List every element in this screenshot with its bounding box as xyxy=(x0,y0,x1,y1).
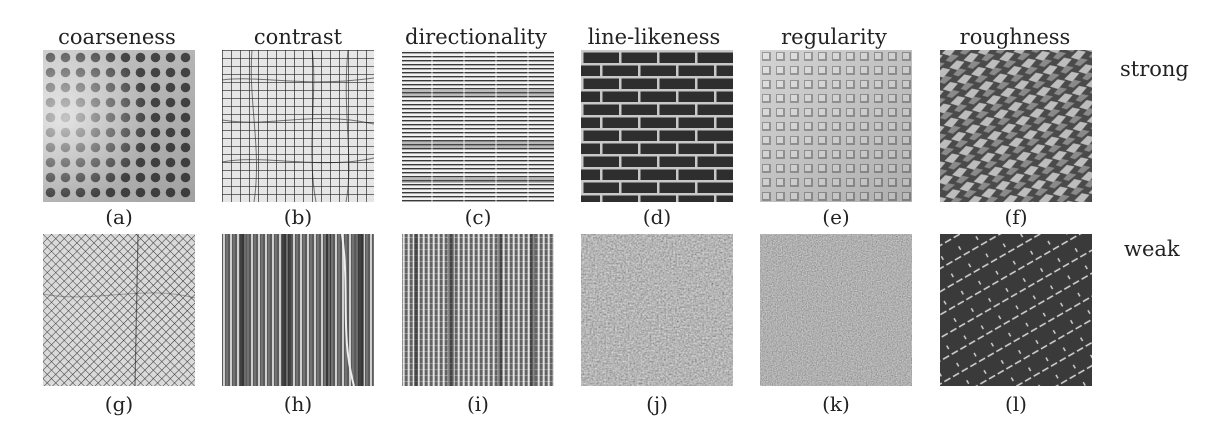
texture-image-g xyxy=(43,234,195,386)
caption-d: (d) xyxy=(642,205,672,229)
texture-image-a xyxy=(43,50,195,202)
caption-i: (i) xyxy=(466,392,489,416)
texture-image-j xyxy=(581,234,733,386)
caption-c: (c) xyxy=(464,205,492,229)
texture-image-l xyxy=(940,234,1092,386)
caption-e: (e) xyxy=(822,205,850,229)
texture-image-k xyxy=(760,234,912,386)
row-label-strong: strong xyxy=(1120,57,1189,81)
texture-image-b xyxy=(222,50,374,202)
texture-image-f xyxy=(940,50,1092,202)
caption-j: (j) xyxy=(646,392,668,416)
texture-image-i xyxy=(402,234,554,386)
caption-g: (g) xyxy=(104,392,134,416)
col-header-roughness: roughness xyxy=(959,25,1071,49)
col-header-regularity: regularity xyxy=(781,25,887,49)
texture-image-d xyxy=(581,50,733,202)
caption-a: (a) xyxy=(105,205,133,229)
caption-f: (f) xyxy=(1004,205,1028,229)
caption-b: (b) xyxy=(283,205,313,229)
texture-image-h xyxy=(222,234,374,386)
texture-image-c xyxy=(402,50,554,202)
col-header-line-likeness: line-likeness xyxy=(587,25,721,49)
caption-h: (h) xyxy=(283,392,313,416)
col-header-coarseness: coarseness xyxy=(58,25,176,49)
col-header-directionality: directionality xyxy=(405,25,547,49)
row-label-weak: weak xyxy=(1124,237,1180,261)
caption-l: (l) xyxy=(1004,392,1027,416)
caption-k: (k) xyxy=(822,392,850,416)
col-header-contrast: contrast xyxy=(253,25,343,49)
texture-image-e xyxy=(760,50,912,202)
